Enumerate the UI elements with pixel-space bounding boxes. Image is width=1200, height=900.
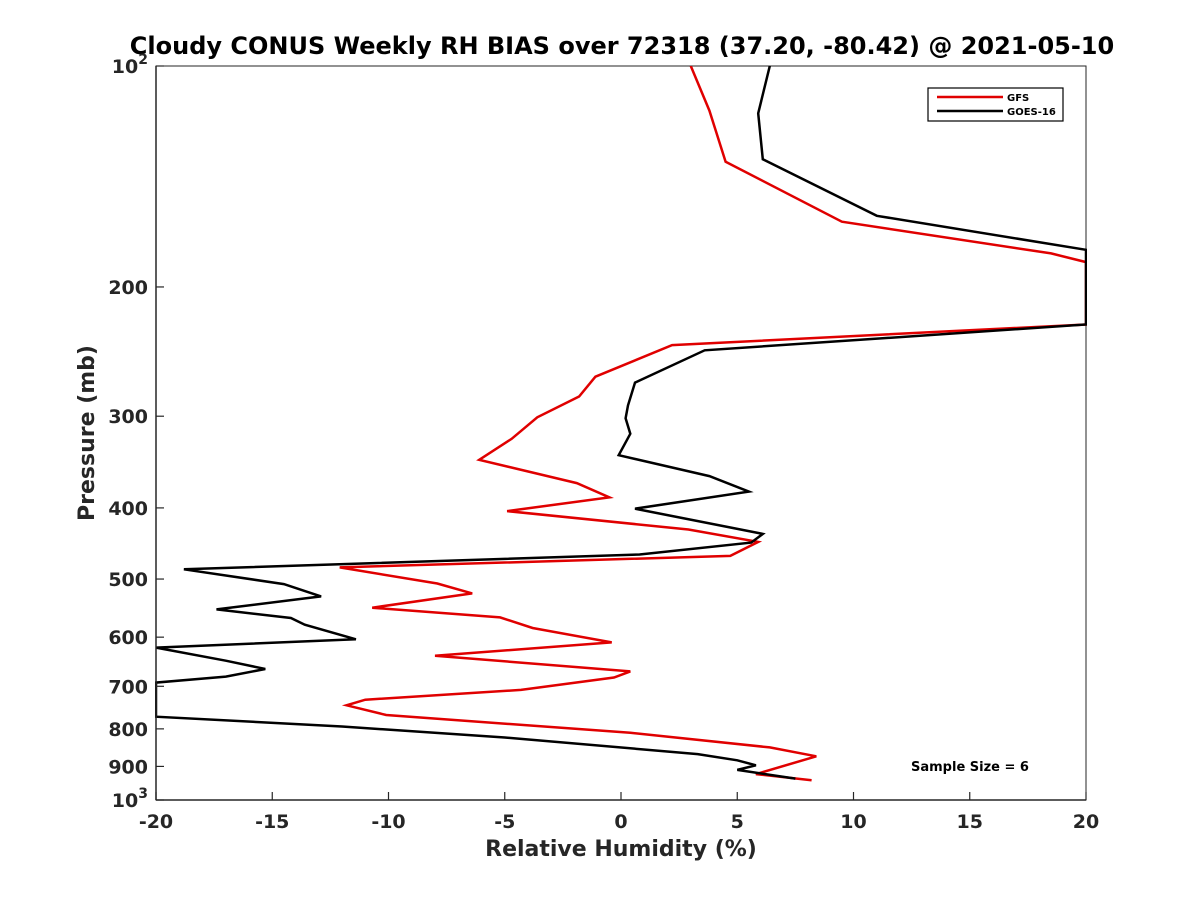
series-layer <box>155 66 1087 782</box>
y-tick-label: 300 <box>108 406 148 428</box>
x-tick-label: -15 <box>255 811 289 833</box>
legend-label-goes16: GOES-16 <box>1007 107 1056 118</box>
sample-size-annotation: Sample Size = 6 <box>911 760 1029 775</box>
y-axis-ticks: 200 300 400 500 600 700 800 900 102 103 <box>108 52 164 812</box>
x-tick-label: 10 <box>840 811 866 833</box>
x-tick-label: -10 <box>371 811 405 833</box>
y-tick-label-power: 103 <box>112 786 148 812</box>
y-tick-label: 700 <box>108 676 148 698</box>
legend-label-gfs: GFS <box>1007 93 1029 104</box>
chart-title: Cloudy CONUS Weekly RH BIAS over 72318 (… <box>130 32 1114 60</box>
x-axis-label: Relative Humidity (%) <box>485 837 757 862</box>
y-tick-label: 200 <box>108 277 148 299</box>
x-tick-label: -5 <box>494 811 515 833</box>
series-line-goes16 <box>155 66 1087 780</box>
x-tick-label: 5 <box>731 811 744 833</box>
y-tick-label: 800 <box>108 719 148 741</box>
plot-area <box>155 65 1087 801</box>
y-tick-label: 500 <box>108 569 148 591</box>
y-tick-label-power: 102 <box>112 52 148 78</box>
x-tick-label: -20 <box>139 811 173 833</box>
legend-box <box>927 87 1064 122</box>
y-axis-label: Pressure (mb) <box>75 345 100 521</box>
x-tick-label: 0 <box>614 811 627 833</box>
x-tick-label: 15 <box>957 811 983 833</box>
legend: GFS GOES-16 <box>927 87 1064 122</box>
x-axis-ticks: -20 -15 -10 -5 0 5 10 15 20 <box>139 792 1099 833</box>
x-tick-label: 20 <box>1073 811 1099 833</box>
y-tick-label: 600 <box>108 627 148 649</box>
y-tick-label: 900 <box>108 756 148 778</box>
y-tick-label: 400 <box>108 498 148 520</box>
